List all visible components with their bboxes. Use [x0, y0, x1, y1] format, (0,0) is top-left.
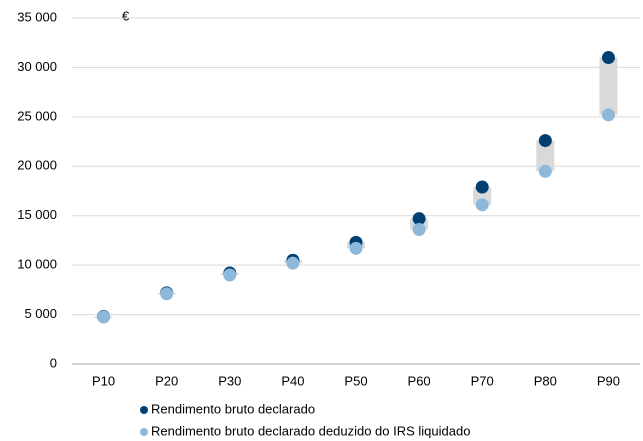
range-bar: [536, 140, 555, 172]
y-tick-label: 35 000: [17, 9, 57, 24]
dot: [286, 256, 300, 270]
dot: [601, 108, 615, 122]
legend-label: Rendimento bruto declarado deduzido do I…: [151, 423, 470, 438]
dot: [475, 198, 489, 212]
x-tick-label: P10: [92, 373, 115, 388]
x-tick-label: P80: [534, 373, 557, 388]
x-tick-label: P20: [155, 373, 178, 388]
legend-label: Rendimento bruto declarado: [151, 401, 315, 416]
dot: [601, 51, 615, 65]
legend-marker: [140, 406, 148, 414]
dot: [538, 164, 552, 178]
legend-marker: [140, 428, 148, 436]
x-tick-label: P30: [218, 373, 241, 388]
dot: [349, 241, 363, 255]
y-tick-label: 5 000: [24, 306, 57, 321]
y-tick-label: 10 000: [17, 257, 57, 272]
x-tick-label: P60: [408, 373, 431, 388]
dot: [475, 180, 489, 194]
y-tick-label: 30 000: [17, 59, 57, 74]
y-tick-label: 25 000: [17, 108, 57, 123]
y-tick-label: 20 000: [17, 158, 57, 173]
dot: [538, 134, 552, 148]
y-unit: €: [122, 8, 130, 23]
x-tick-label: P90: [597, 373, 620, 388]
x-tick-label: P50: [344, 373, 367, 388]
dot: [412, 212, 426, 226]
x-tick-label: P70: [471, 373, 494, 388]
y-tick-label: 15 000: [17, 207, 57, 222]
dot: [160, 287, 174, 301]
dot: [412, 223, 426, 237]
x-tick-label: P40: [281, 373, 304, 388]
dot: [223, 268, 237, 282]
y-tick-label: 0: [50, 355, 57, 370]
range-bar: [599, 57, 618, 115]
dot: [97, 310, 111, 324]
